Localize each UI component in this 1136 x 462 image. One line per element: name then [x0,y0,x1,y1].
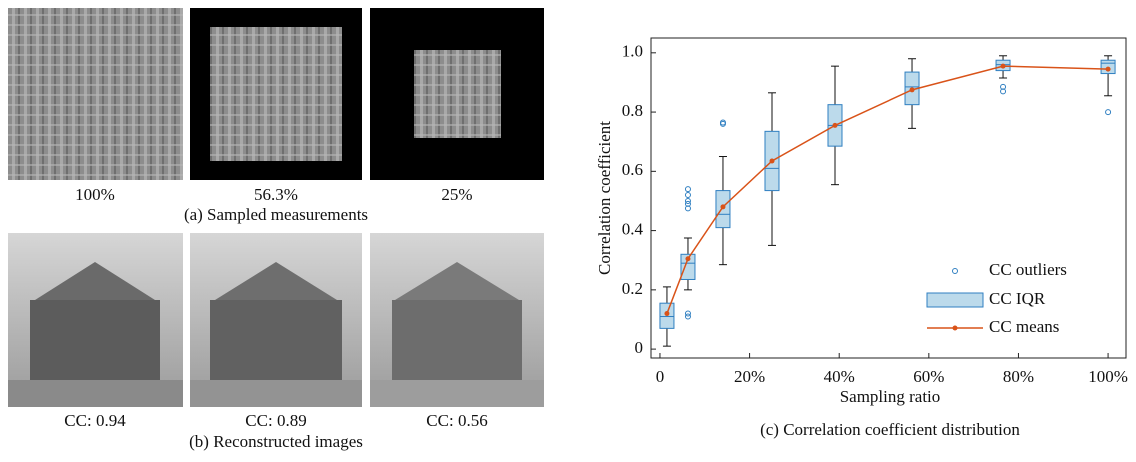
mean-point [685,256,690,261]
mean-point [832,123,837,128]
measurement-crop [414,50,501,138]
y-tick-label: 0.2 [622,279,643,298]
measurement-crop [210,27,342,161]
mean-point [910,87,915,92]
figure-canvas: 100% 56.3% 25% (a) Sampled measurements … [0,0,1136,462]
mean-point [720,204,725,209]
legend-marker [927,293,983,307]
mean-point [1001,64,1006,69]
outlier [685,193,690,198]
legend-label: CC outliers [989,260,1067,279]
y-tick-label: 0.8 [622,101,643,120]
measurement-image [8,8,183,180]
legend-marker [953,269,958,274]
y-tick-label: 1.0 [622,42,643,61]
x-tick-label: 100% [1088,367,1128,386]
legend-marker [953,326,958,331]
image-label: 56.3% [254,185,298,204]
x-tick-label: 40% [824,367,855,386]
reconstructed-image [8,233,183,407]
reconstructed-image [190,233,362,407]
legend-label: CC means [989,317,1059,336]
x-axis-label: Sampling ratio [840,387,941,406]
y-tick-label: 0.6 [622,160,643,179]
mean-point [664,311,669,316]
image-label: 100% [75,185,115,204]
y-tick-label: 0 [635,338,644,357]
x-tick-label: 0 [656,367,665,386]
mean-point [769,158,774,163]
chart-title: (c) Correlation coefficient distribution [760,420,1020,439]
image-label: CC: 0.94 [64,411,126,430]
outlier [685,187,690,192]
legend-label: CC IQR [989,289,1046,308]
x-tick-label: 60% [913,367,944,386]
panel-caption: (a) Sampled measurements [184,205,368,224]
figure: 100% 56.3% 25% (a) Sampled measurements … [0,0,1136,462]
image-label: CC: 0.89 [245,411,306,430]
x-tick-label: 20% [734,367,765,386]
x-tick-label: 80% [1003,367,1034,386]
reconstructed-image [370,233,544,407]
y-axis-label: Correlation coefficient [595,121,614,275]
outlier [1106,110,1111,115]
image-label: CC: 0.56 [426,411,487,430]
mean-point [1106,67,1111,72]
y-tick-label: 0.4 [622,219,644,238]
image-label: 25% [441,185,472,204]
panel-caption: (b) Reconstructed images [189,432,363,451]
